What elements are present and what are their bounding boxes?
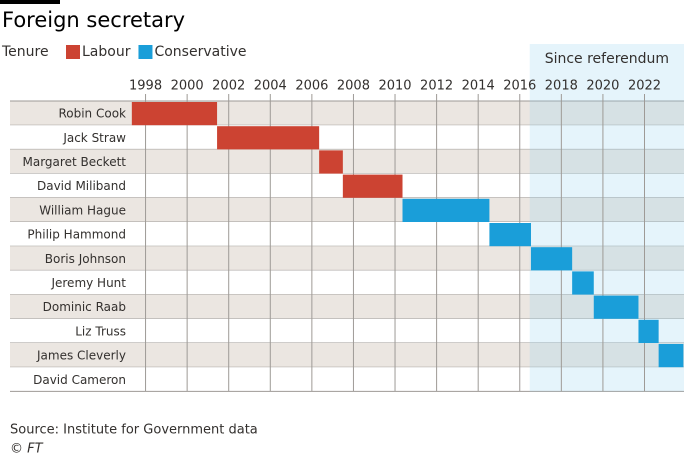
highlight-label: Since referendum — [545, 51, 669, 67]
row-label: Robin Cook — [58, 107, 126, 121]
x-tick-label: 2010 — [378, 79, 411, 94]
tenure-bar — [489, 223, 531, 247]
legend-swatch — [138, 45, 153, 59]
x-tick-label: 2012 — [420, 79, 453, 94]
legend-swatch — [66, 45, 80, 59]
row-label: Jeremy Hunt — [50, 276, 126, 290]
tenure-bar — [342, 174, 403, 198]
x-tick-label: 2006 — [295, 79, 328, 94]
row-band — [10, 101, 684, 126]
row-label: Boris Johnson — [45, 252, 126, 266]
x-tick-label: 1998 — [129, 79, 162, 94]
highlight-region — [529, 44, 684, 392]
row-label: David Cameron — [33, 373, 126, 387]
tenure-bar — [402, 198, 490, 222]
row-label: Liz Truss — [75, 324, 126, 338]
row-label: William Hague — [39, 203, 126, 217]
tenure-bar — [319, 150, 343, 174]
row-label: Philip Hammond — [27, 228, 126, 242]
row-band — [10, 125, 684, 150]
tenure-bar — [217, 126, 320, 150]
tenure-bar — [638, 319, 659, 343]
x-tick-label: 2002 — [212, 79, 245, 94]
tenure-bar — [593, 295, 639, 319]
row-band — [10, 318, 684, 343]
tenure-bar — [658, 344, 684, 368]
chart-title: Foreign secretary — [2, 8, 185, 32]
row-band — [10, 343, 684, 368]
credit: © FT — [10, 442, 44, 457]
x-tick-label: 2020 — [586, 79, 619, 94]
brand-bar — [0, 0, 60, 4]
tenure-bar — [530, 247, 573, 271]
x-tick-label: 2004 — [254, 79, 287, 94]
row-band — [10, 367, 684, 392]
row-label: Margaret Beckett — [23, 155, 127, 169]
legend-title: Tenure — [1, 44, 49, 60]
legend-label: Conservative — [154, 44, 246, 60]
legend-label: Labour — [82, 44, 131, 60]
tenure-bar — [131, 102, 218, 126]
x-tick-label: 2000 — [171, 79, 204, 94]
x-tick-label: 2016 — [503, 79, 536, 94]
x-tick-label: 2008 — [337, 79, 370, 94]
x-tick-label: 2014 — [462, 79, 495, 94]
row-band — [10, 270, 684, 295]
tenure-bar — [572, 271, 594, 295]
x-tick-label: 2018 — [545, 79, 578, 94]
row-label: David Miliband — [37, 179, 126, 193]
row-label: Dominic Raab — [43, 300, 126, 314]
source: Source: Institute for Government data — [10, 423, 258, 438]
x-tick-label: 2022 — [628, 79, 661, 94]
row-band — [10, 222, 684, 247]
row-band — [10, 294, 684, 319]
row-label: James Cleverly — [36, 349, 126, 363]
row-label: Jack Straw — [62, 131, 126, 145]
row-band — [10, 149, 684, 174]
row-band — [10, 197, 684, 222]
